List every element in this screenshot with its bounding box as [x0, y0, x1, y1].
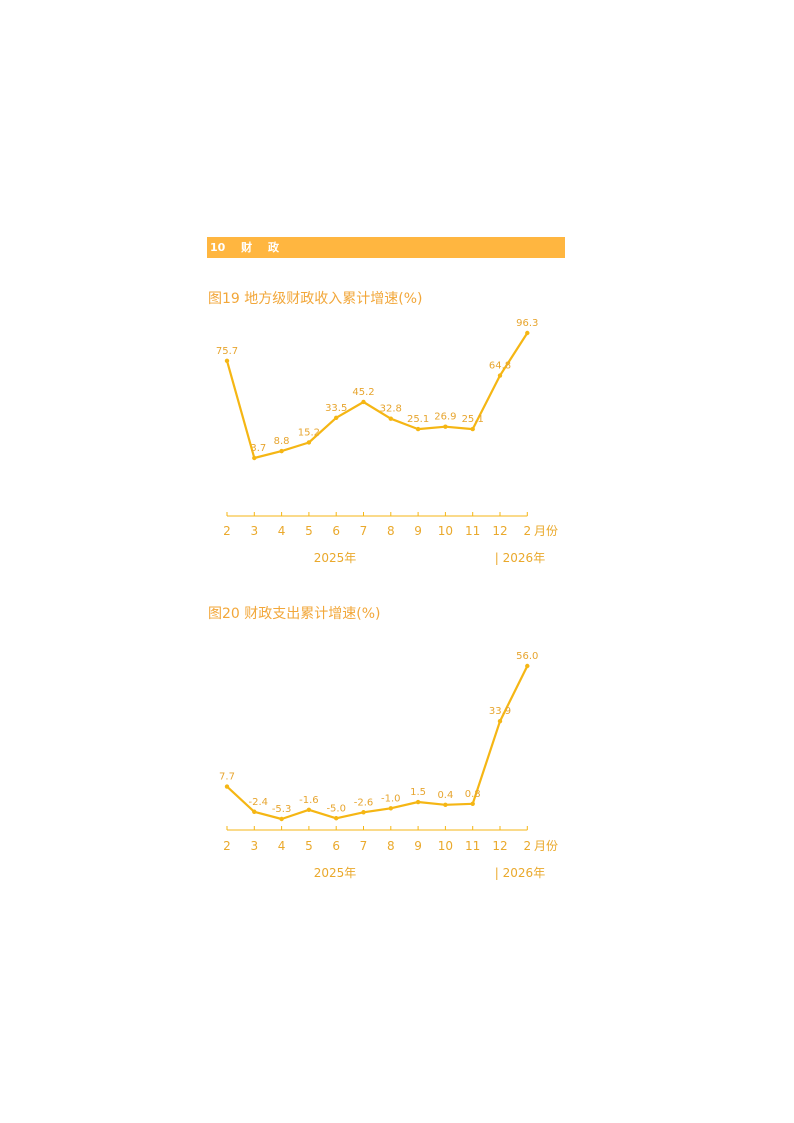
revenue-tick-label: 6 [332, 524, 340, 538]
revenue-data-label: 96.3 [516, 318, 538, 329]
expenditure-tick-label: 7 [360, 839, 368, 853]
expenditure-x-unit-label: 月份 [534, 839, 558, 853]
expenditure-tick-label: 9 [414, 839, 422, 853]
expenditure-data-label: 7.7 [219, 772, 235, 783]
expenditure-tick-label: 11 [465, 839, 480, 853]
section-header: 10 财 政 [207, 237, 565, 258]
expenditure-data-label: -1.6 [299, 795, 319, 806]
revenue-data-point [497, 373, 503, 378]
revenue-data-label: 75.7 [216, 346, 238, 357]
revenue-tick-label: 2 [223, 524, 231, 538]
expenditure-data-point [388, 806, 393, 811]
expenditure-tick-label: 3 [250, 839, 258, 853]
revenue-data-label: 26.9 [434, 412, 456, 423]
expenditure-tick-label: 4 [278, 839, 286, 853]
revenue-data-label: 64.8 [489, 361, 511, 372]
expenditure-data-point [497, 718, 503, 724]
expenditure-data-label: -2.6 [354, 797, 374, 808]
expenditure-data-point [470, 801, 475, 806]
chart-title-expenditure: 图20 财政支出累计增速(%) [208, 606, 381, 622]
chart-title-revenue: 图19 地方级财政收入累计增速(%) [208, 291, 423, 307]
expenditure-year-label: 2025年 [314, 866, 357, 880]
expenditure-year-label: | 2026年 [495, 866, 545, 880]
expenditure-tick-label: 12 [492, 839, 507, 853]
revenue-data-point [334, 415, 339, 420]
expenditure-tick-label: 5 [305, 839, 313, 853]
revenue-data-point [252, 455, 257, 461]
expenditure-tick-label: 6 [332, 839, 340, 853]
revenue-data-label: 25.1 [407, 414, 429, 425]
revenue-data-point [415, 426, 421, 432]
expenditure-data-label: -1.0 [381, 793, 401, 804]
revenue-data-label: 3.7 [250, 443, 266, 454]
section-title-char-1: 财 [241, 241, 253, 254]
revenue-data-label: 15.2 [298, 427, 320, 438]
revenue-data-label: 45.2 [352, 387, 374, 398]
expenditure-data-label: -2.4 [249, 797, 269, 808]
revenue-data-point [224, 358, 230, 364]
revenue-tick-label: 9 [414, 524, 422, 538]
section-number: 10 [210, 241, 226, 254]
revenue-data-label: 8.8 [274, 436, 290, 447]
revenue-data-point [443, 424, 448, 429]
revenue-data-point [279, 448, 284, 454]
revenue-data-label: 32.8 [380, 404, 402, 415]
revenue-data-label: 25.1 [462, 414, 484, 425]
revenue-x-unit-label: 月份 [534, 524, 558, 538]
expenditure-data-label: 0.8 [465, 789, 481, 800]
section-title-char-2: 政 [268, 241, 279, 254]
revenue-tick-label: 3 [250, 524, 258, 538]
expenditure-tick-label: 10 [438, 839, 453, 853]
revenue-data-point [470, 426, 475, 432]
expenditure-tick-label: 2 [523, 839, 531, 853]
expenditure-data-label: -5.0 [326, 803, 346, 814]
expenditure-series-line [226, 665, 529, 821]
expenditure-data-point [306, 807, 312, 812]
revenue-tick-label: 4 [278, 524, 286, 538]
expenditure-data-point [252, 809, 257, 814]
expenditure-data-label: -5.3 [272, 804, 292, 815]
expenditure-data-point [361, 810, 366, 815]
expenditure-data-point [334, 816, 339, 821]
revenue-year-label: 2025年 [314, 551, 357, 565]
expenditure-data-label: 1.5 [410, 787, 426, 798]
revenue-data-point [388, 416, 393, 421]
revenue-tick-label: 12 [492, 524, 507, 538]
expenditure-data-point [415, 799, 421, 805]
expenditure-data-point [279, 816, 284, 822]
revenue-data-label: 33.5 [325, 403, 347, 414]
revenue-tick-label: 7 [360, 524, 368, 538]
expenditure-data-label: 0.4 [437, 790, 453, 801]
revenue-data-point [306, 440, 312, 445]
revenue-tick-label: 10 [438, 524, 453, 538]
revenue-tick-label: 8 [387, 524, 395, 538]
revenue-tick-label: 5 [305, 524, 313, 538]
expenditure-data-label: 33.9 [489, 706, 511, 717]
expenditure-data-point [224, 784, 230, 789]
expenditure-tick-label: 2 [223, 839, 231, 853]
expenditure-data-label: 56.0 [516, 651, 538, 662]
expenditure-data-point [525, 663, 530, 669]
revenue-data-point [361, 399, 366, 405]
expenditure-data-point [443, 802, 448, 807]
revenue-tick-label: 11 [465, 524, 480, 538]
revenue-data-point [525, 330, 530, 336]
revenue-year-label: | 2026年 [495, 551, 545, 565]
revenue-tick-label: 2 [523, 524, 531, 538]
expenditure-tick-label: 8 [387, 839, 395, 853]
revenue-series-line [225, 332, 529, 460]
